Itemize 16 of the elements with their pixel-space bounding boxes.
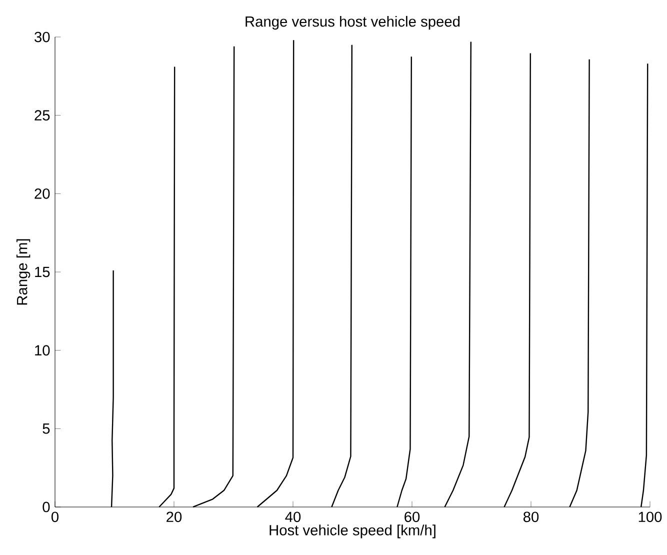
x-tick-label: 40	[285, 512, 301, 522]
x-tick-label: 100	[638, 512, 662, 522]
x-tick-label: 60	[404, 512, 420, 522]
x-axis-title: Host vehicle speed [km/h]	[270, 524, 436, 538]
y-axis-title: Range [m]	[16, 239, 30, 305]
x-tick-label: 20	[166, 512, 182, 522]
chart-title: Range versus host vehicle speed	[246, 16, 460, 30]
y-tick-label: 30	[34, 32, 50, 42]
x-tick-label: 0	[51, 512, 58, 522]
y-tick-label: 25	[34, 110, 50, 121]
x-tick-label: 80	[523, 512, 539, 522]
y-tick-label: 15	[35, 266, 50, 278]
y-tick-label: 5	[42, 424, 50, 434]
y-tick-label: 0	[42, 502, 50, 512]
y-tick-label: 10	[35, 345, 50, 356]
y-tick-label: 20	[34, 188, 50, 199]
